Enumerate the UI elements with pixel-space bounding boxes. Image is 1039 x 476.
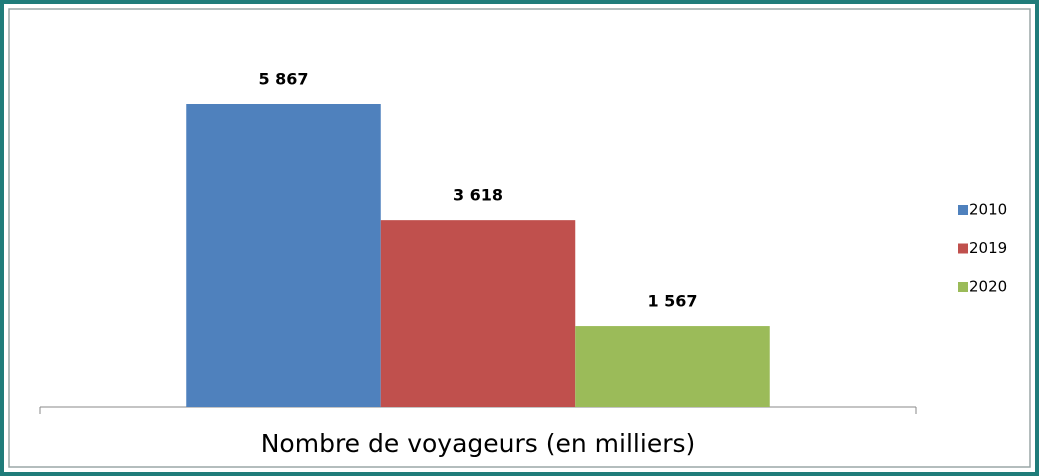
data-label: 3 618	[453, 186, 503, 205]
bar	[380, 220, 576, 407]
bar	[575, 326, 770, 407]
inner-frame	[8, 8, 1031, 468]
data-label: 1 567	[647, 292, 697, 311]
legend-swatch	[958, 205, 968, 215]
legend-label: 2020	[969, 278, 1007, 296]
legend-label: 2019	[969, 239, 1007, 257]
category-label: Nombre de voyageurs (en milliers)	[261, 429, 696, 458]
legend-swatch	[958, 282, 968, 292]
data-label: 5 867	[258, 70, 308, 89]
legend-label: 2010	[969, 201, 1007, 219]
legend-swatch	[958, 243, 968, 254]
bar	[186, 104, 381, 407]
